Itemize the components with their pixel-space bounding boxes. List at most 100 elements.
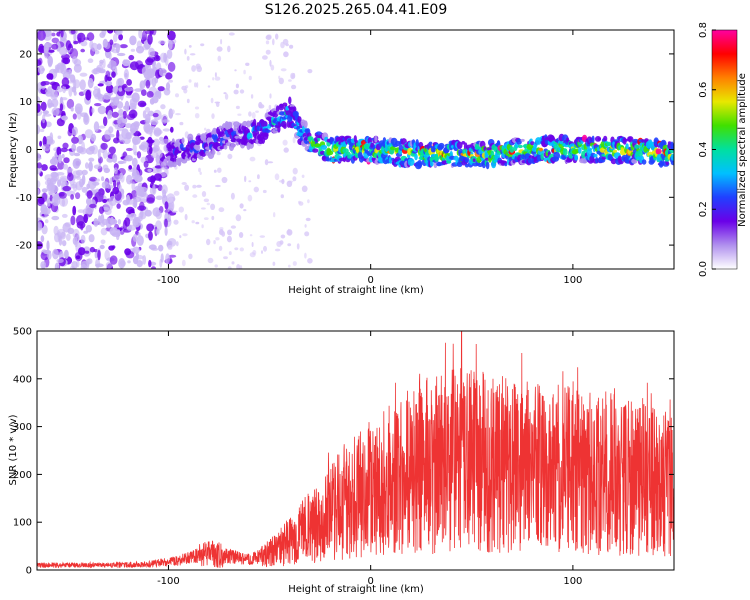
spectrogram-cell — [234, 247, 239, 251]
spectrogram-cell — [101, 218, 109, 226]
spectrogram-cell — [128, 165, 133, 170]
spectrogram-cell — [70, 194, 74, 200]
spectrogram-cell — [133, 173, 138, 177]
spectrogram-xtick-label: -100 — [157, 275, 180, 286]
spectrogram-cell — [578, 146, 582, 154]
spectrogram-cell — [181, 85, 187, 91]
spectrogram-cell — [68, 68, 72, 77]
snr-xtick-label: 0 — [367, 576, 373, 587]
spectrogram-cell — [43, 111, 48, 116]
spectrogram-cell — [268, 104, 272, 111]
spectrogram-cell — [288, 264, 291, 268]
spectrogram-cell — [312, 148, 319, 153]
spectrogram-cell — [223, 145, 228, 150]
spectrogram-cell — [51, 37, 59, 44]
spectrogram-cell — [51, 43, 59, 50]
spectrogram-cell — [132, 256, 139, 265]
spectrogram-cell — [227, 229, 232, 236]
spectrogram-cell — [88, 234, 95, 243]
spectrogram-cell — [328, 148, 332, 153]
spectrogram-cell — [134, 175, 143, 183]
spectrogram-cell — [43, 48, 49, 59]
spectrogram-cell — [40, 101, 47, 112]
spectrogram-cell — [274, 173, 280, 181]
spectrogram-cell — [78, 247, 86, 256]
spectrogram-cell — [456, 141, 463, 150]
spectrogram-cell — [562, 148, 568, 156]
spectrogram-cell — [257, 174, 260, 180]
spectrogram-cell — [213, 169, 217, 173]
spectrogram-cell — [168, 39, 173, 50]
spectrogram-cell — [214, 72, 217, 78]
spectrogram-cell — [72, 158, 81, 169]
spectrogram-cell — [98, 69, 106, 74]
spectrogram-cell — [407, 158, 415, 166]
spectrogram-cell — [87, 78, 94, 89]
spectrogram-cell — [129, 35, 137, 46]
spectrogram-cell — [670, 144, 674, 151]
spectrogram-cell — [61, 240, 67, 247]
spectrogram-cell — [153, 173, 162, 181]
spectrogram-cell — [75, 169, 84, 176]
spectrogram-cell — [138, 30, 143, 39]
spectrogram-cell — [200, 43, 205, 47]
spectrogram-cell — [147, 168, 152, 173]
spectrogram-cell — [117, 77, 125, 86]
spectrogram-cell — [265, 40, 270, 45]
spectrogram-cell — [184, 48, 187, 55]
spectrogram-cell — [465, 163, 469, 168]
spectrogram-cell — [118, 34, 123, 41]
spectrogram-cell — [76, 260, 80, 268]
spectrogram-cell — [150, 119, 159, 126]
spectrogram-cell — [56, 258, 64, 263]
spectrogram-cell — [194, 113, 200, 119]
spectrogram-cell — [143, 160, 149, 168]
spectrogram-cell — [67, 172, 74, 182]
spectrogram-cell — [172, 161, 177, 168]
spectrogram-cell — [110, 98, 116, 107]
snr-xtick-label: 100 — [563, 576, 582, 587]
spectrogram-cell — [85, 162, 89, 169]
spectrogram-cell — [196, 82, 199, 88]
spectrogram-cell — [79, 72, 88, 77]
spectrogram-cell — [132, 196, 142, 203]
spectrogram-cell — [37, 103, 41, 113]
spectrogram-cell — [269, 93, 272, 99]
spectrogram-cell — [47, 98, 53, 109]
spectrogram-cell — [272, 261, 276, 266]
spectrogram-cell — [131, 157, 138, 167]
spectrogram-cell — [283, 147, 289, 153]
spectrogram-cell — [195, 221, 200, 225]
spectrogram-cell — [111, 71, 116, 78]
snr-marks — [36, 330, 675, 569]
spectrogram-cell — [239, 265, 243, 269]
snr-xlabel: Height of straight line (km) — [288, 584, 424, 595]
spectrogram-cell — [46, 138, 55, 145]
spectrogram-cell — [47, 181, 54, 190]
spectrogram-cell — [160, 104, 166, 110]
spectrogram-cell — [235, 83, 239, 89]
spectrogram-cell — [461, 141, 466, 145]
spectrogram-cell — [168, 196, 174, 203]
spectrogram-cell — [227, 266, 232, 269]
spectrogram-cell — [40, 261, 47, 269]
spectrogram-cell — [246, 120, 251, 128]
spectrogram-cell — [89, 246, 95, 253]
spectrogram-cell — [266, 34, 272, 39]
spectrogram-cell — [289, 104, 295, 108]
spectrogram-cell — [127, 260, 131, 264]
spectrogram-cell — [75, 192, 81, 200]
spectrogram-cell — [85, 89, 92, 101]
spectrogram-cell — [62, 185, 72, 192]
spectrogram-cell — [60, 97, 68, 101]
spectrogram-cell — [304, 231, 310, 237]
spectrogram-cell — [101, 176, 105, 182]
spectrogram-cell — [670, 160, 674, 166]
spectrogram-cell — [438, 142, 445, 150]
spectrogram-cell — [637, 149, 644, 157]
spectrogram-cell — [243, 69, 246, 75]
spectrogram-cell — [239, 247, 244, 252]
spectrogram-cell — [44, 219, 49, 224]
spectrogram-cell — [125, 147, 133, 152]
